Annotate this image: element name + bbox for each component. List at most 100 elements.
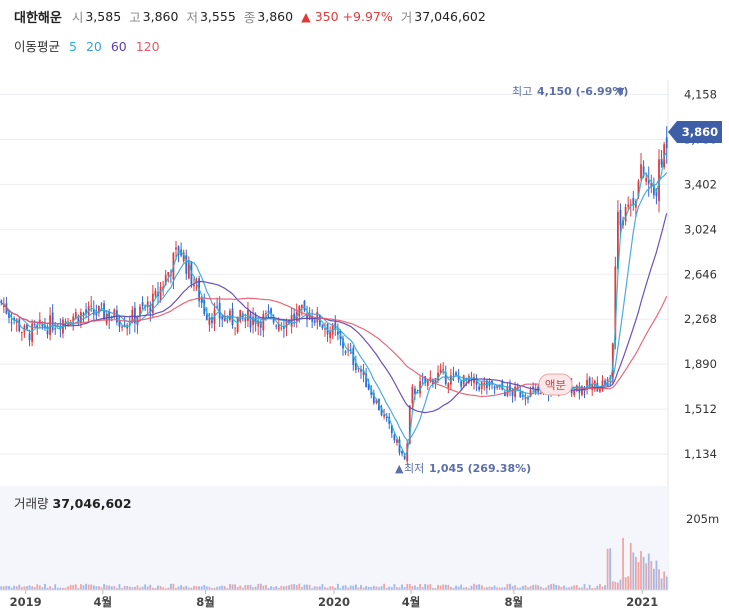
- candle-body: [604, 380, 606, 386]
- candle-body: [401, 450, 403, 454]
- volume-bar: [90, 584, 93, 590]
- event-marker[interactable]: 액분: [538, 373, 573, 396]
- candle-body: [257, 320, 260, 327]
- volume-bar: [306, 584, 308, 590]
- volume-bar: [275, 586, 278, 590]
- candle-body: [344, 351, 347, 353]
- high-annotation-value: 4,150 (-6.99%): [537, 85, 628, 98]
- candle-body: [308, 313, 311, 320]
- price-axis: 4,1583,7803,4023,0242,6462,2681,8901,512…: [684, 88, 717, 462]
- volume-bar: [637, 561, 640, 590]
- volume-bar: [31, 586, 34, 590]
- event-marker-badge[interactable]: [538, 373, 573, 396]
- candle-body: [380, 407, 383, 416]
- candle-body: [624, 206, 627, 222]
- volume-bar: [416, 587, 419, 590]
- candle-body: [54, 328, 57, 330]
- volume-bar: [44, 583, 46, 590]
- ma-120-legend[interactable]: 120: [135, 39, 160, 54]
- volume-bar: [485, 587, 488, 590]
- volume-bar: [503, 587, 506, 590]
- x-tick-label: 2020: [318, 595, 350, 609]
- volume-bar: [69, 584, 72, 590]
- candle-body: [92, 309, 95, 315]
- candle-body: [588, 377, 591, 388]
- volume-bar: [41, 587, 44, 590]
- volume-bar: [262, 585, 265, 590]
- volume-bar: [10, 587, 13, 590]
- volume-bar: [532, 584, 535, 590]
- volume-bar: [110, 586, 113, 590]
- volume-bar: [629, 542, 632, 590]
- x-tick-label: 2021: [626, 595, 658, 609]
- candle-body: [483, 382, 486, 386]
- volume-bar: [362, 587, 365, 590]
- candle-body: [408, 405, 411, 444]
- candle-body: [146, 301, 149, 307]
- volume-bar: [28, 585, 31, 590]
- volume-bar: [51, 588, 54, 590]
- volume-bar: [396, 587, 398, 590]
- candle-body: [72, 316, 75, 322]
- high-label: 고: [129, 9, 141, 25]
- volume-bar: [514, 585, 517, 590]
- volume-bar: [234, 584, 236, 590]
- volume-bar: [311, 588, 314, 590]
- volume-bar: [54, 584, 57, 590]
- candle-body: [244, 318, 247, 322]
- stock-name: 대한해운: [14, 10, 62, 26]
- ma-5-legend[interactable]: 5: [69, 39, 77, 54]
- volume-bar: [267, 588, 270, 590]
- volume-bar: [15, 586, 18, 590]
- volume-bar: [23, 586, 26, 590]
- high-value: 3,860: [142, 8, 179, 24]
- close-value: 3,860: [257, 8, 294, 24]
- candle-body: [262, 313, 265, 331]
- volume-bar: [182, 586, 185, 590]
- x-tick-label: 8월: [196, 595, 215, 609]
- candle-body: [280, 327, 283, 329]
- volume-bar: [401, 584, 403, 590]
- candle-body: [167, 272, 170, 276]
- candle-body: [218, 302, 221, 319]
- volume-bar: [59, 587, 62, 590]
- ma-20-legend[interactable]: 20: [85, 39, 102, 54]
- candle-body: [10, 322, 13, 324]
- candle-body: [285, 319, 288, 328]
- volume-bar: [257, 583, 260, 590]
- volume-bar: [419, 583, 421, 590]
- candle-body: [581, 385, 583, 395]
- volume-bar: [126, 585, 129, 590]
- candle-body: [414, 388, 416, 394]
- candle-body: [267, 310, 270, 314]
- volume-bar: [578, 587, 581, 590]
- candle-body: [236, 316, 239, 333]
- volume-bar: [462, 587, 465, 590]
- volume-bar: [491, 587, 493, 590]
- volume-bar: [611, 581, 614, 590]
- candle-body: [80, 312, 82, 323]
- volume-bar: [619, 579, 622, 590]
- y-tick-label: 4,158: [684, 88, 717, 102]
- candle-body: [372, 393, 375, 404]
- candle-body: [108, 311, 111, 321]
- high-marker-icon: ▼: [616, 85, 625, 98]
- candle-body: [354, 362, 357, 370]
- candle-body: [632, 197, 635, 206]
- volume-bar: [383, 583, 385, 590]
- candle-body: [0, 300, 3, 304]
- ma-60-legend[interactable]: 60: [110, 39, 127, 54]
- volume-bar: [599, 584, 601, 590]
- volume-bar: [480, 585, 483, 590]
- volume-bar: [62, 587, 64, 590]
- candle-body: [642, 166, 645, 177]
- volume-bar: [493, 585, 496, 590]
- candle-body: [293, 313, 296, 320]
- volume-bar: [521, 585, 524, 590]
- candle-body: [100, 303, 103, 305]
- volume-value: 37,046,602: [414, 8, 486, 24]
- volume-bar: [344, 585, 347, 590]
- candle-body: [532, 386, 535, 389]
- volume-bar: [617, 582, 619, 590]
